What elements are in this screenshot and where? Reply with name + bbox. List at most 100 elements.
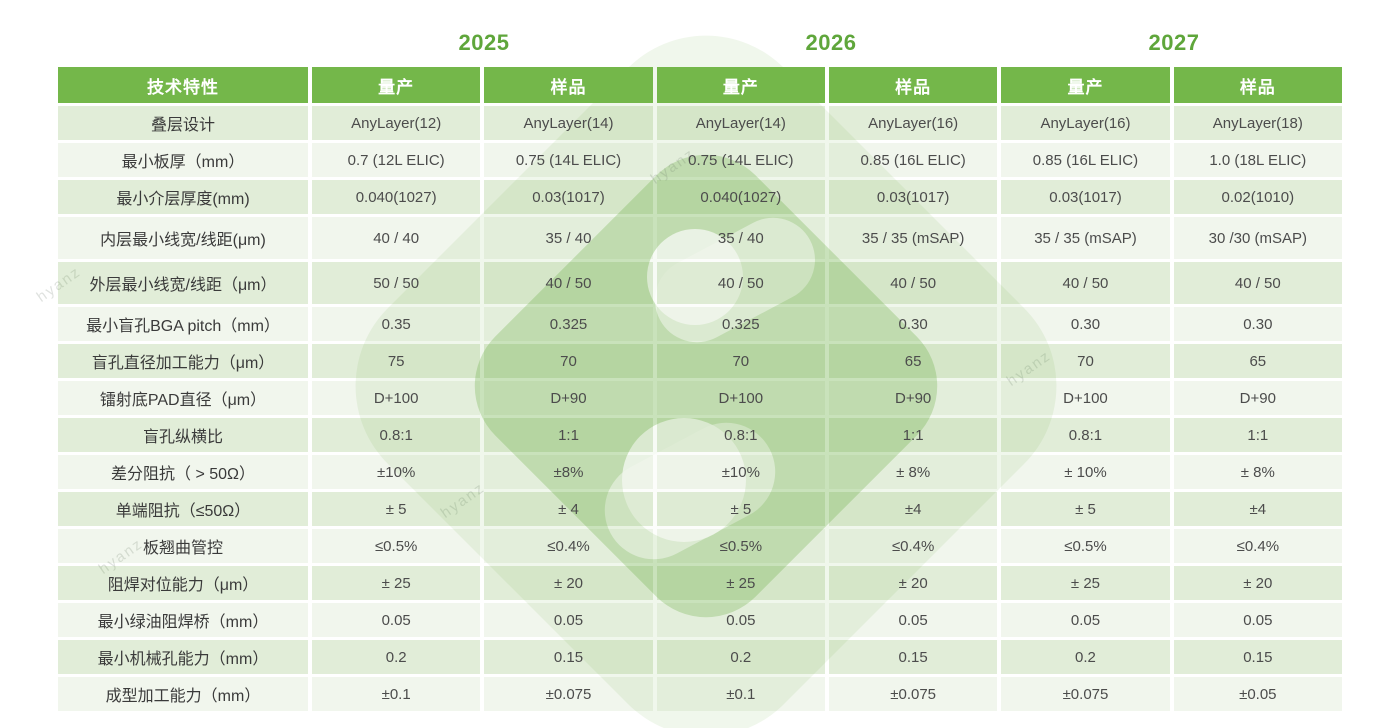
cell-value: ±0.1: [656, 677, 825, 711]
table-row: 最小盲孔BGA pitch（mm） 0.35 0.325 0.325 0.30 …: [58, 307, 1342, 341]
column-header-mass-production-2025: 量产: [312, 67, 481, 103]
table-row: 最小板厚（mm） 0.7 (12L ELIC) 0.75 (14L ELIC) …: [58, 143, 1342, 177]
table-row: 最小绿油阻焊桥（mm） 0.05 0.05 0.05 0.05 0.05 0.0…: [58, 603, 1342, 637]
cell-value: 40 / 40: [312, 217, 481, 259]
cell-value: 0.05: [828, 603, 998, 637]
row-label: 单端阻抗（≤50Ω）: [58, 492, 308, 526]
cell-value: 0.05: [1001, 603, 1170, 637]
cell-value: 35 / 40: [656, 217, 825, 259]
cell-value: 0.35: [312, 307, 481, 341]
cell-value: 0.040(1027): [656, 180, 825, 214]
cell-value: ± 20: [484, 566, 653, 600]
cell-value: 0.2: [312, 640, 481, 674]
cell-value: ≤0.5%: [656, 529, 825, 563]
cell-value: 0.75 (14L ELIC): [656, 143, 825, 177]
row-label: 叠层设计: [58, 106, 308, 140]
cell-value: 0.7 (12L ELIC): [312, 143, 481, 177]
cell-value: 0.85 (16L ELIC): [828, 143, 998, 177]
cell-value: ± 5: [1001, 492, 1170, 526]
table-row: 成型加工能力（mm） ±0.1 ±0.075 ±0.1 ±0.075 ±0.07…: [58, 677, 1342, 711]
cell-value: ± 4: [484, 492, 653, 526]
year-label-2025: 2025: [458, 30, 510, 55]
row-label: 板翘曲管控: [58, 529, 308, 563]
cell-value: D+90: [1173, 381, 1342, 415]
cell-value: 30 /30 (mSAP): [1173, 217, 1342, 259]
cell-value: 65: [1173, 344, 1342, 378]
cell-value: ± 25: [312, 566, 481, 600]
cell-value: 0.8:1: [656, 418, 825, 452]
cell-value: 70: [656, 344, 825, 378]
row-label: 最小介层厚度(mm): [58, 180, 308, 214]
cell-value: 0.05: [312, 603, 481, 637]
cell-value: ±8%: [484, 455, 653, 489]
row-label: 阻焊对位能力（μm）: [58, 566, 308, 600]
cell-value: ±0.1: [312, 677, 481, 711]
row-label: 外层最小线宽/线距（μm）: [58, 262, 308, 304]
cell-value: AnyLayer(14): [656, 106, 825, 140]
cell-value: ±4: [828, 492, 998, 526]
cell-value: 0.30: [1173, 307, 1342, 341]
cell-value: 1.0 (18L ELIC): [1173, 143, 1342, 177]
cell-value: ± 8%: [1173, 455, 1342, 489]
cell-value: ±4: [1173, 492, 1342, 526]
cell-value: 75: [312, 344, 481, 378]
cell-value: 70: [484, 344, 653, 378]
row-label: 镭射底PAD直径（μm）: [58, 381, 308, 415]
cell-value: ±0.075: [1001, 677, 1170, 711]
table-row: 单端阻抗（≤50Ω） ± 5 ± 4 ± 5 ±4 ± 5 ±4: [58, 492, 1342, 526]
cell-value: 0.03(1017): [828, 180, 998, 214]
cell-value: 40 / 50: [828, 262, 998, 304]
cell-value: 0.30: [828, 307, 998, 341]
row-label: 最小绿油阻焊桥（mm）: [58, 603, 308, 637]
cell-value: AnyLayer(16): [828, 106, 998, 140]
cell-value: 1:1: [484, 418, 653, 452]
row-label: 盲孔纵横比: [58, 418, 308, 452]
column-header-sample-2025: 样品: [484, 67, 653, 103]
cell-value: 0.03(1017): [1001, 180, 1170, 214]
cell-value: 0.040(1027): [312, 180, 481, 214]
cell-value: D+100: [656, 381, 825, 415]
row-label: 最小板厚（mm）: [58, 143, 308, 177]
cell-value: 0.325: [484, 307, 653, 341]
table-row: 差分阻抗（ > 50Ω） ±10% ±8% ±10% ± 8% ± 10% ± …: [58, 455, 1342, 489]
cell-value: 0.05: [1173, 603, 1342, 637]
cell-value: 35 / 35 (mSAP): [1001, 217, 1170, 259]
table-row: 板翘曲管控 ≤0.5% ≤0.4% ≤0.5% ≤0.4% ≤0.5% ≤0.4…: [58, 529, 1342, 563]
cell-value: 40 / 50: [656, 262, 825, 304]
cell-value: ± 8%: [828, 455, 998, 489]
row-label: 差分阻抗（ > 50Ω）: [58, 455, 308, 489]
cell-value: ≤0.5%: [1001, 529, 1170, 563]
row-label: 最小盲孔BGA pitch（mm）: [58, 307, 308, 341]
cell-value: ± 10%: [1001, 455, 1170, 489]
cell-value: 0.8:1: [312, 418, 481, 452]
cell-value: ±0.075: [828, 677, 998, 711]
table-row: 盲孔纵横比 0.8:1 1:1 0.8:1 1:1 0.8:1 1:1: [58, 418, 1342, 452]
cell-value: 0.2: [656, 640, 825, 674]
cell-value: AnyLayer(16): [1001, 106, 1170, 140]
cell-value: 0.15: [1173, 640, 1342, 674]
row-label: 成型加工能力（mm）: [58, 677, 308, 711]
cell-value: 0.325: [656, 307, 825, 341]
year-label-2026: 2026: [805, 30, 857, 55]
cell-value: 70: [1001, 344, 1170, 378]
spec-table: 技术特性 量产 样品 量产 样品 量产 样品 叠层设计 AnyLayer(12)…: [54, 64, 1346, 714]
column-header-mass-production-2026: 量产: [656, 67, 825, 103]
column-header-feature: 技术特性: [58, 67, 308, 103]
cell-value: 1:1: [1173, 418, 1342, 452]
cell-value: ±10%: [656, 455, 825, 489]
table-row: 外层最小线宽/线距（μm） 50 / 50 40 / 50 40 / 50 40…: [58, 262, 1342, 304]
cell-value: D+100: [1001, 381, 1170, 415]
table-header-row: 技术特性 量产 样品 量产 样品 量产 样品: [58, 67, 1342, 103]
table-row: 镭射底PAD直径（μm） D+100 D+90 D+100 D+90 D+100…: [58, 381, 1342, 415]
cell-value: ± 25: [656, 566, 825, 600]
row-label: 盲孔直径加工能力（μm）: [58, 344, 308, 378]
cell-value: 0.03(1017): [484, 180, 653, 214]
cell-value: 0.8:1: [1001, 418, 1170, 452]
cell-value: AnyLayer(14): [484, 106, 653, 140]
cell-value: ± 5: [312, 492, 481, 526]
cell-value: 0.02(1010): [1173, 180, 1342, 214]
cell-value: ≤0.4%: [484, 529, 653, 563]
cell-value: 35 / 35 (mSAP): [828, 217, 998, 259]
table-row: 盲孔直径加工能力（μm） 75 70 70 65 70 65: [58, 344, 1342, 378]
cell-value: 40 / 50: [1173, 262, 1342, 304]
